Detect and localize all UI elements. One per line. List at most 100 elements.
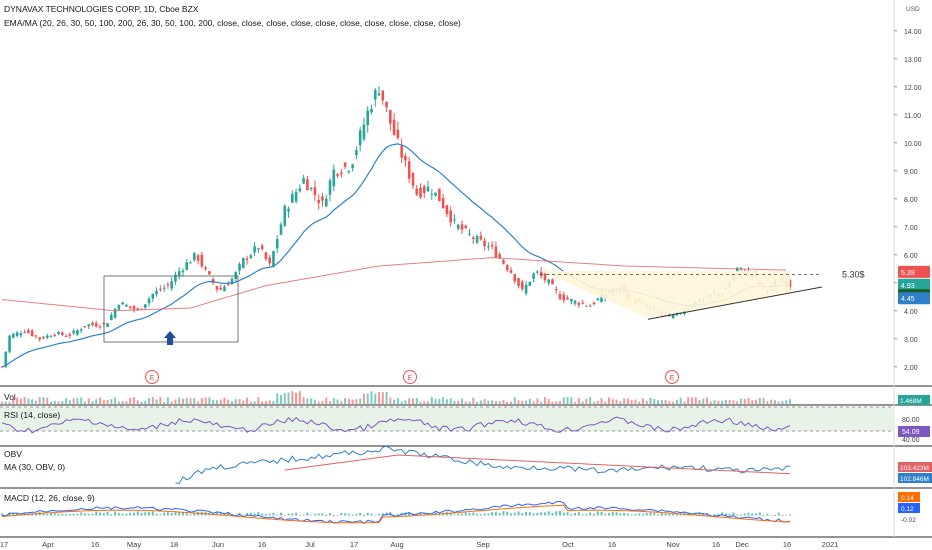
macd-hist-bar xyxy=(755,513,758,516)
volume-bar xyxy=(623,398,626,404)
candle-body xyxy=(539,271,543,276)
macd-hist-bar xyxy=(634,514,637,516)
volume-bar xyxy=(27,398,30,404)
volume-bar xyxy=(777,401,780,404)
volume-bar xyxy=(355,399,358,404)
candle-body xyxy=(671,314,675,319)
macd-hist-bar xyxy=(57,513,60,516)
volume-bar xyxy=(396,398,399,404)
candle-body xyxy=(513,274,517,282)
candle-body xyxy=(272,251,275,267)
candle-body xyxy=(321,196,324,201)
volume-bar xyxy=(626,398,629,404)
candle-body xyxy=(415,188,419,195)
volume-bar xyxy=(238,399,241,404)
candle-body xyxy=(83,326,87,328)
volume-bar xyxy=(50,401,53,404)
candle-body xyxy=(76,330,79,335)
macd-hist-bar xyxy=(227,512,230,516)
macd-hist-bar xyxy=(295,512,298,516)
candle-body xyxy=(324,198,328,207)
volume-bar xyxy=(280,394,283,404)
volume-bar xyxy=(95,399,98,404)
volume-bar xyxy=(83,401,86,404)
macd-hist-bar xyxy=(434,511,437,516)
volume-bar xyxy=(321,401,324,404)
volume-bar xyxy=(80,397,83,404)
candle-body xyxy=(98,326,102,328)
macd-hist-bar xyxy=(709,514,712,516)
earnings-marker-label: E xyxy=(408,375,413,382)
volume-bars xyxy=(1,391,791,404)
candle-body xyxy=(260,245,264,250)
volume-bar xyxy=(276,393,279,404)
candle-body xyxy=(336,174,339,176)
candle-body xyxy=(438,188,441,202)
candle-body xyxy=(362,124,366,140)
macd-hist-bar xyxy=(306,512,309,516)
macd-hist-bar xyxy=(8,512,11,516)
time-tick-label: May xyxy=(127,540,141,549)
macd-hist-bar xyxy=(61,513,64,516)
volume-bar xyxy=(106,399,109,404)
candle-body xyxy=(87,324,91,327)
candle-body xyxy=(132,306,136,310)
candle-body xyxy=(400,145,403,158)
candle-body xyxy=(479,235,483,240)
macd-hist-bar xyxy=(347,513,350,516)
macd-hist-bar xyxy=(189,514,192,516)
candle-body xyxy=(509,270,513,273)
volume-bar xyxy=(189,398,192,404)
macd-hist-bar xyxy=(721,512,724,516)
macd-hist-bar xyxy=(611,511,614,516)
volume-bar xyxy=(340,401,343,404)
macd-hist-bar xyxy=(72,513,75,516)
volume-bar xyxy=(325,397,328,404)
rsi-badge-label: 54.09 xyxy=(902,429,920,436)
volume-bar xyxy=(419,401,422,404)
candle-body xyxy=(34,335,38,337)
macd-hist-bar xyxy=(283,515,286,516)
candle-body xyxy=(453,219,456,221)
candle-body xyxy=(551,279,554,285)
volume-bar xyxy=(374,393,377,404)
volume-bar xyxy=(370,391,373,404)
candle-body xyxy=(358,130,362,146)
volume-bar xyxy=(683,401,686,404)
volume-bar xyxy=(604,401,607,404)
volume-bar xyxy=(717,400,720,404)
macd-hist-bar xyxy=(223,513,226,516)
macd-hist-bar xyxy=(291,513,294,516)
candle-body xyxy=(253,246,256,253)
candle-body xyxy=(468,233,471,235)
time-tick-label: Sep xyxy=(476,540,489,549)
candle-body xyxy=(381,90,385,101)
volume-bar xyxy=(170,401,173,404)
candle-body xyxy=(573,300,577,304)
volume-bar xyxy=(144,400,147,404)
candle-body xyxy=(302,178,305,184)
macd-hist-bar xyxy=(1,513,3,516)
volume-bar xyxy=(359,398,362,404)
volume-bar xyxy=(630,400,633,404)
macd-hist-bar xyxy=(178,511,181,516)
price-tick-label: 8.00 xyxy=(904,197,918,204)
volume-bar xyxy=(619,401,622,404)
volume-bar xyxy=(46,397,49,404)
volume-bar xyxy=(755,399,758,404)
rsi-tick-label: 80.00 xyxy=(902,417,920,424)
volume-bar xyxy=(509,401,512,404)
macd-hist-bar xyxy=(234,514,237,516)
macd-hist-bar xyxy=(770,514,773,516)
volume-bar xyxy=(570,397,573,404)
macd-hist-bar xyxy=(91,513,94,516)
macd-hist-bar xyxy=(743,513,746,516)
candle-body xyxy=(125,305,128,307)
volume-bar xyxy=(472,397,475,404)
macd-histogram xyxy=(1,510,791,517)
volume-bar xyxy=(664,399,667,404)
volume-bar xyxy=(91,401,94,404)
macd-hist-bar xyxy=(566,512,569,516)
volume-bar xyxy=(487,400,490,404)
